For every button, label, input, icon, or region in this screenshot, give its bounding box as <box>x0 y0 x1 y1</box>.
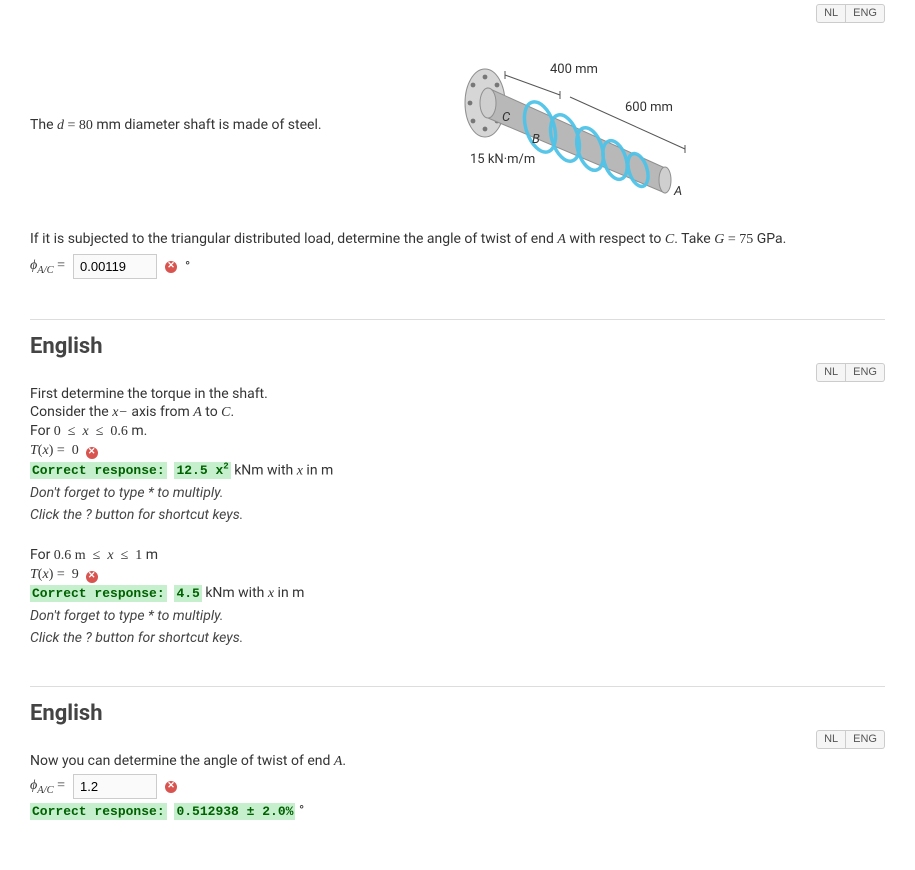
correct-1: Correct response: 12.5 x2 kNm with x in … <box>30 461 885 479</box>
svg-text:A: A <box>673 184 682 199</box>
svg-text:15 kN·m/m: 15 kN·m/m <box>470 152 535 167</box>
answer-3-input[interactable] <box>73 774 157 799</box>
range-2: For 0.6 m ≤ x ≤ 1 m <box>30 547 885 564</box>
hint-2b: Click the ? button for shortcut keys. <box>30 630 885 646</box>
intro-text: The d = 80 mm diameter shaft is made of … <box>30 117 390 134</box>
separator <box>30 686 885 687</box>
question-1-text: If it is subjected to the triangular dis… <box>30 231 885 248</box>
lang-eng-button[interactable]: ENG <box>846 363 885 382</box>
wrong-icon: ✕ <box>86 447 98 459</box>
intro-pre: The <box>30 117 57 133</box>
degree-unit: ° <box>185 259 190 275</box>
lang-nl-button[interactable]: NL <box>816 363 846 382</box>
dim-600-label: 600 mm <box>625 100 673 115</box>
answer-1-input[interactable] <box>73 254 157 279</box>
range-1: For 0 ≤ x ≤ 0.6 m. <box>30 423 885 440</box>
lang-nl-button[interactable]: NL <box>816 4 846 23</box>
tx-2: T(x) = 9 ✕ <box>30 566 885 583</box>
lang-toggle-3: NL ENG <box>30 730 885 749</box>
svg-text:C: C <box>502 110 511 125</box>
separator <box>30 319 885 320</box>
intro-unit: mm diameter shaft is made of steel. <box>93 117 322 133</box>
wrong-icon: ✕ <box>165 781 177 793</box>
dim-400-label: 400 mm <box>550 62 598 77</box>
wrong-icon: ✕ <box>86 571 98 583</box>
section-3-title: English <box>30 701 885 726</box>
correct-3: Correct response: 0.512938 ± 2.0% ° <box>30 803 885 819</box>
wrong-icon: ✕ <box>165 261 177 273</box>
correct-2: Correct response: 4.5 kNm with x in m <box>30 585 885 602</box>
phi-label-3: ϕA/C = <box>30 778 65 796</box>
lang-toggle-2: NL ENG <box>30 363 885 382</box>
hint-2a: Don't forget to type * to multiply. <box>30 608 885 624</box>
tx-1: T(x) = 0 ✕ <box>30 442 885 459</box>
lang-eng-button[interactable]: ENG <box>846 730 885 749</box>
svg-text:B: B <box>532 132 540 147</box>
section-2-title: English <box>30 334 885 359</box>
lang-eng-button[interactable]: ENG <box>846 4 885 23</box>
hint-1a: Don't forget to type * to multiply. <box>30 485 885 501</box>
phi-label-1: ϕA/C = <box>30 258 65 276</box>
hint-1b: Click the ? button for shortcut keys. <box>30 507 885 523</box>
question-3-text: Now you can determine the angle of twist… <box>30 753 885 770</box>
lang-nl-button[interactable]: NL <box>816 730 846 749</box>
shaft-figure: 400 mm 600 mm C B A 15 kN·m/m <box>430 33 885 217</box>
feedback-line-1: First determine the torque in the shaft. <box>30 386 885 402</box>
feedback-line-2: Consider the x− axis from A to C. <box>30 404 885 421</box>
lang-toggle-top: NL ENG <box>30 4 885 23</box>
